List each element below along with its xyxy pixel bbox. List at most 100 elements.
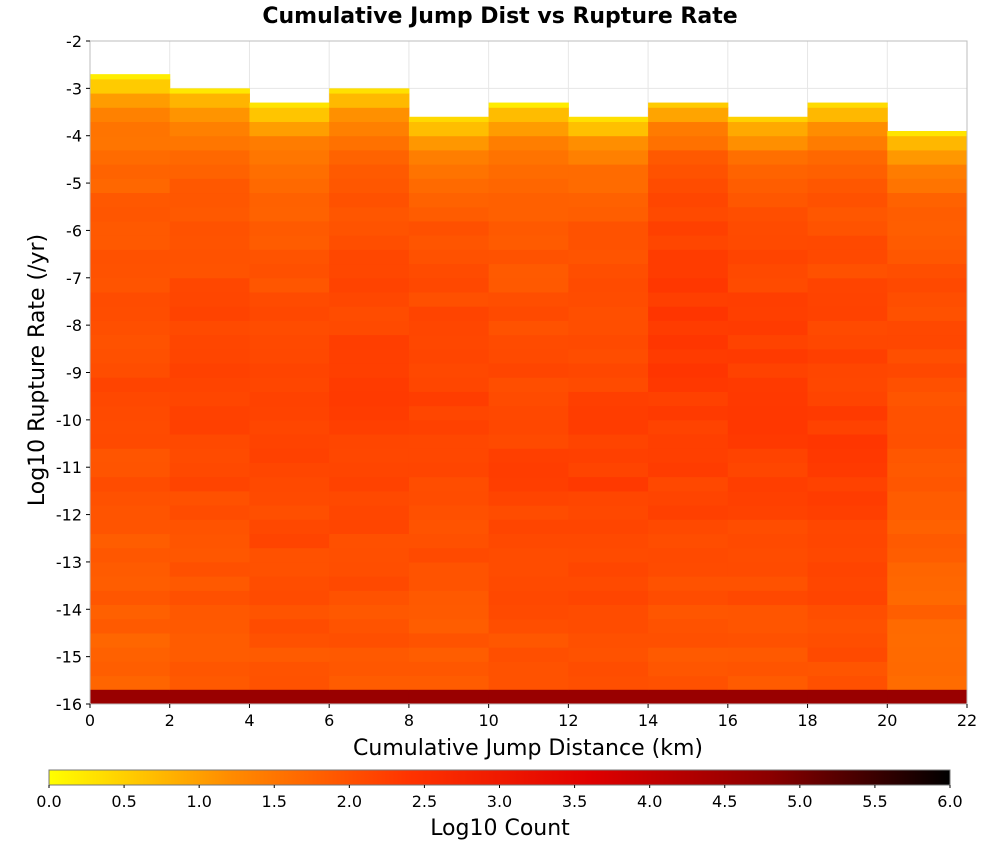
heatmap-cell bbox=[727, 149, 809, 165]
heatmap-cell bbox=[249, 102, 330, 108]
heatmap-cell bbox=[807, 249, 888, 265]
heatmap-cell bbox=[807, 391, 888, 407]
heatmap-cell bbox=[169, 434, 250, 449]
heatmap-cell bbox=[887, 405, 968, 421]
heatmap-cell bbox=[90, 93, 171, 108]
heatmap-cell bbox=[568, 178, 649, 194]
heatmap-cell bbox=[648, 178, 729, 194]
heatmap-cell bbox=[807, 476, 888, 492]
heatmap-cell bbox=[568, 661, 649, 677]
heatmap-cell bbox=[488, 434, 569, 449]
heatmap-cell bbox=[488, 576, 569, 591]
y-tick-label: -8 bbox=[66, 316, 82, 335]
heatmap-cell bbox=[488, 149, 569, 165]
heatmap-cell bbox=[408, 405, 490, 421]
heatmap-cell bbox=[329, 107, 410, 123]
heatmap-cell bbox=[249, 348, 330, 364]
heatmap-cell bbox=[408, 164, 490, 179]
heatmap-cell bbox=[648, 206, 729, 222]
heatmap-cell bbox=[568, 249, 649, 265]
heatmap-cell bbox=[329, 434, 410, 449]
heatmap-cell bbox=[807, 348, 888, 364]
heatmap-cell bbox=[408, 448, 490, 463]
heatmap-cell bbox=[887, 192, 968, 208]
heatmap-cell bbox=[169, 192, 250, 208]
heatmap-cell bbox=[249, 149, 330, 165]
heatmap-cell bbox=[169, 419, 250, 435]
heatmap-cell bbox=[568, 561, 649, 577]
heatmap-cell bbox=[249, 618, 330, 634]
heatmap-cell bbox=[488, 348, 569, 364]
heatmap-cell bbox=[488, 462, 569, 478]
heatmap-cell bbox=[408, 505, 490, 520]
y-axis-label: Log10 Rupture Rate (/yr) bbox=[25, 234, 50, 506]
heatmap-cell bbox=[488, 604, 569, 620]
heatmap-cell bbox=[90, 590, 171, 606]
heatmap-cell bbox=[727, 391, 809, 407]
heatmap-cell bbox=[249, 306, 330, 321]
y-tick-label: -12 bbox=[56, 506, 82, 525]
heatmap-cell bbox=[249, 561, 330, 577]
heatmap-cell bbox=[488, 547, 569, 563]
heatmap-cell bbox=[169, 249, 250, 265]
heatmap-cell bbox=[169, 462, 250, 478]
heatmap-cell bbox=[807, 434, 888, 449]
heatmap-cell bbox=[648, 490, 729, 506]
heatmap-cell bbox=[408, 149, 490, 165]
heatmap-cell bbox=[727, 490, 809, 506]
heatmap-cell bbox=[807, 135, 888, 151]
x-tick-label: 22 bbox=[957, 711, 977, 730]
heatmap-cell bbox=[249, 178, 330, 194]
heatmap-cell bbox=[408, 561, 490, 577]
heatmap-cell bbox=[249, 320, 330, 336]
heatmap-cell bbox=[648, 291, 729, 307]
y-tick-label: -14 bbox=[56, 600, 82, 619]
heatmap-cell bbox=[568, 206, 649, 222]
heatmap-cell bbox=[887, 263, 968, 279]
heatmap-cell bbox=[727, 618, 809, 634]
colorbar-tick-label: 4.0 bbox=[637, 792, 662, 811]
heatmap-cell bbox=[90, 490, 171, 506]
heatmap-cell bbox=[169, 618, 250, 634]
heatmap-cell bbox=[807, 576, 888, 591]
heatmap-cell bbox=[408, 116, 490, 123]
heatmap-cell bbox=[648, 277, 729, 293]
heatmap-cell bbox=[887, 377, 968, 392]
x-tick-label: 20 bbox=[877, 711, 897, 730]
heatmap-cell bbox=[169, 220, 250, 236]
heatmap-cell bbox=[727, 277, 809, 293]
y-tick-label: -13 bbox=[56, 553, 82, 572]
heatmap-cell bbox=[329, 263, 410, 279]
heatmap-cell bbox=[408, 391, 490, 407]
heatmap-cell bbox=[568, 419, 649, 435]
heatmap-cell bbox=[90, 448, 171, 463]
heatmap-cell bbox=[249, 434, 330, 449]
heatmap-cell bbox=[727, 462, 809, 478]
heatmap-cell bbox=[648, 192, 729, 208]
heatmap-cell bbox=[329, 547, 410, 563]
heatmap-cell bbox=[408, 434, 490, 449]
heatmap-cell bbox=[648, 263, 729, 279]
heatmap-cell bbox=[887, 306, 968, 321]
x-tick-label: 10 bbox=[478, 711, 498, 730]
heatmap-cell bbox=[329, 448, 410, 463]
heatmap-cell bbox=[90, 561, 171, 577]
heatmap-cell bbox=[568, 320, 649, 336]
heatmap-cell bbox=[329, 88, 410, 94]
heatmap-cell bbox=[887, 604, 968, 620]
y-tick-label: -15 bbox=[56, 648, 82, 667]
heatmap-cell bbox=[887, 178, 968, 194]
heatmap-cell bbox=[488, 291, 569, 307]
heatmap-cell bbox=[408, 135, 490, 151]
heatmap-cell bbox=[249, 135, 330, 151]
heatmap-cell bbox=[648, 164, 729, 179]
heatmap-cell bbox=[568, 363, 649, 378]
heatmap-cell bbox=[648, 334, 729, 350]
heatmap-cell bbox=[488, 618, 569, 634]
heatmap-cell bbox=[807, 490, 888, 506]
heatmap-cell bbox=[169, 405, 250, 421]
heatmap-cell bbox=[90, 263, 171, 279]
heatmap-cell bbox=[169, 363, 250, 378]
colorbar-tick-label: 0.0 bbox=[36, 792, 61, 811]
heatmap-cell bbox=[90, 604, 171, 620]
